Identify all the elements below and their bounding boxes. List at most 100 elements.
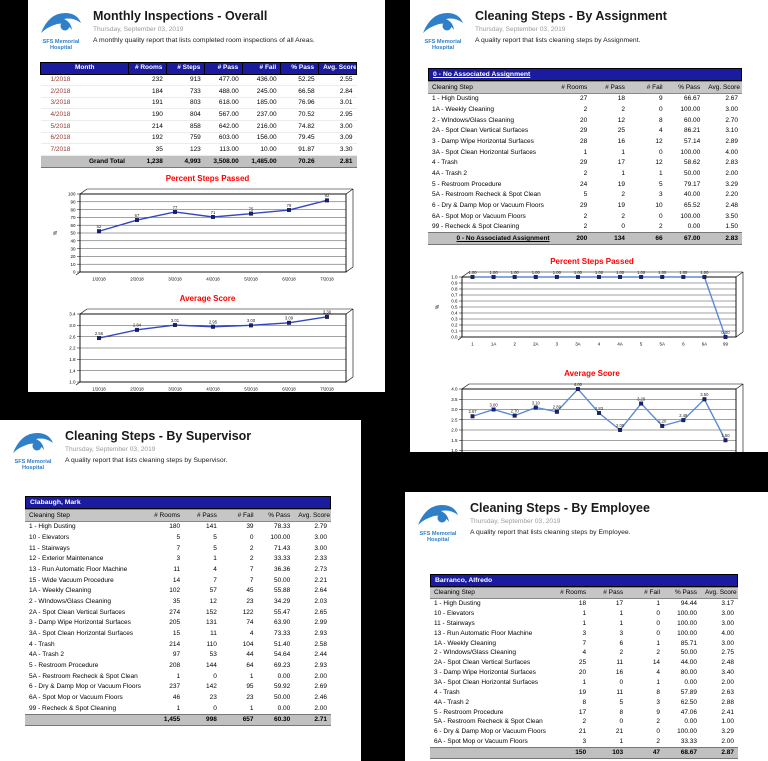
row-label-cell: 3A - Spot Clean Horizontal Surfaces <box>29 630 134 638</box>
row-label-cell: 6 - Dry & Damp Mop or Vacuum Floors <box>434 728 546 736</box>
value-cell: 1 <box>176 704 181 712</box>
svg-text:2.83: 2.83 <box>595 406 604 411</box>
value-cell: 10 <box>655 202 663 210</box>
row-label-cell: 2A - Spot Clean Vertical Surfaces <box>432 127 529 135</box>
row-label-cell: 15 - Wide Vacuum Procedure <box>29 576 114 584</box>
value-cell: 35 <box>128 143 167 157</box>
column-header: % Pass <box>257 509 295 522</box>
value-cell: 100.00 <box>680 148 701 156</box>
value-cell: 55.88 <box>273 587 291 595</box>
svg-text:3.4: 3.4 <box>69 311 76 316</box>
value-cell: 436.00 <box>242 74 281 87</box>
svg-text:5/2018: 5/2018 <box>244 386 258 391</box>
value-cell: 7 <box>249 566 254 574</box>
row-label-cell: 13 - Run Automatic Floor Machine <box>434 629 533 637</box>
value-cell: 97 <box>172 651 181 659</box>
svg-text:2.70: 2.70 <box>511 409 520 414</box>
value-cell: 123 <box>166 143 205 157</box>
value-cell: 144 <box>205 662 217 669</box>
svg-text:2.84: 2.84 <box>133 322 142 327</box>
column-header: Cleaning Step <box>428 81 554 94</box>
group-header-band: Barranco, Alfredo <box>430 573 738 588</box>
svg-text:6: 6 <box>682 342 685 347</box>
report-header: SFS Memorial Hospital Cleaning Steps - B… <box>405 492 768 544</box>
value-cell: 1 <box>656 639 661 647</box>
percent-steps-passed-chart: Percent Steps Passed 0.0 0.1 0.2 0.3 0.4 0.5 0.… <box>432 257 752 355</box>
column-header-row: Cleaning Step # Rooms # Pass # Fail% Pass Av… <box>430 587 738 600</box>
svg-text:2.67: 2.67 <box>468 409 477 414</box>
column-header: Cleaning Step <box>25 509 148 522</box>
report-header: SFS Memorial Hospital Monthly Inspection… <box>28 0 385 52</box>
column-header: Avg. Score <box>318 61 357 75</box>
svg-text:67: 67 <box>135 213 140 218</box>
value-cell: 11 <box>616 688 624 696</box>
table-row: 4/2018 190 804 567.00 237.00 70.52 2.95 <box>40 108 357 122</box>
value-cell: 237.00 <box>242 108 281 122</box>
value-cell: 57.14 <box>684 138 701 146</box>
svg-text:20: 20 <box>70 254 76 259</box>
value-cell: 2.41 <box>721 708 734 716</box>
value-cell: 3.30 <box>318 143 357 157</box>
svg-text:2.20: 2.20 <box>658 419 667 424</box>
value-cell: 0 <box>619 679 624 686</box>
value-cell: 100.00 <box>270 534 291 542</box>
value-cell: 1 <box>582 610 587 618</box>
value-cell: 23 <box>246 598 254 606</box>
value-cell: 29 <box>580 202 588 210</box>
svg-text:2.6: 2.6 <box>69 334 76 339</box>
value-cell: 2.20 <box>725 191 738 199</box>
table-row: 10 - Elevators 5 5 0 100.00 3.00 <box>25 533 331 544</box>
total-value-cell: 998 <box>184 713 221 727</box>
row-label-cell: 4 - Trash <box>29 640 55 648</box>
table-row: 6 - Dry & Damp Mop or Vacuum Floors 21 21 0… <box>430 727 738 737</box>
value-cell: 59.92 <box>273 683 291 691</box>
page-title: Cleaning Steps - By Supervisor <box>65 429 252 443</box>
column-header: # Pass <box>204 61 244 75</box>
table-row: 5 - Restroom Procedure 208 144 64 69.23 2.93 <box>25 660 331 671</box>
total-value-cell: 3,508.00 <box>204 155 243 168</box>
value-cell: 2.95 <box>318 108 357 122</box>
value-cell: 78.33 <box>273 523 291 531</box>
value-cell: 6 <box>619 639 624 647</box>
row-label-cell[interactable]: 4/2018 <box>40 108 129 122</box>
value-cell: 5 <box>619 698 624 706</box>
value-cell: 2.44 <box>314 651 327 659</box>
value-cell: 3 <box>619 629 624 637</box>
svg-text:3.01: 3.01 <box>171 318 180 323</box>
row-label-cell[interactable]: 3/2018 <box>40 97 129 110</box>
row-label-cell[interactable]: 5/2018 <box>40 120 129 133</box>
row-label-cell[interactable]: 7/2018 <box>40 143 129 157</box>
svg-text:1/2018: 1/2018 <box>92 386 106 391</box>
percent-steps-passed-plot: 0 10 20 30 40 50 60 70 80 90 100% 52 1/2018 67 2/2018 7… <box>53 188 354 281</box>
total-value-cell: 60.30 <box>257 713 295 727</box>
value-cell: 208 <box>169 662 181 669</box>
value-cell: 2.88 <box>721 698 734 706</box>
row-label-cell[interactable]: 1/2018 <box>40 74 129 87</box>
row-label-cell[interactable]: 2/2018 <box>40 85 129 98</box>
total-value-cell: 4,993 <box>166 155 205 168</box>
row-label-cell: 4A - Trash 2 <box>432 170 468 178</box>
value-cell: 2.55 <box>318 74 357 87</box>
value-cell: 62.50 <box>680 698 697 706</box>
svg-text:5/2018: 5/2018 <box>244 276 258 281</box>
svg-text:2.48: 2.48 <box>679 413 688 418</box>
row-label-cell[interactable]: 6/2018 <box>40 132 129 145</box>
report-date: Thursday, September 03, 2019 <box>475 25 566 33</box>
value-cell: 85.71 <box>680 639 697 647</box>
value-cell: 7 <box>582 639 587 647</box>
value-cell: 27 <box>580 95 588 103</box>
value-cell: 2 <box>656 718 661 726</box>
column-header: # Rooms <box>553 81 592 94</box>
row-label-cell: 2A - Spot Clean Vertical Surfaces <box>434 659 531 667</box>
table-row: 3 - Damp Wipe Horizontal Surfaces 20 16 4 80… <box>430 668 738 678</box>
value-cell: 113.00 <box>204 143 243 157</box>
svg-text:52: 52 <box>97 224 102 229</box>
value-cell: 18 <box>578 600 587 608</box>
value-cell: 2 <box>656 649 661 657</box>
svg-text:2.89: 2.89 <box>553 405 562 410</box>
table-row: 4A - Trash 2 8 5 3 62.50 2.88 <box>430 698 738 708</box>
table-row: 99 - Recheck & Spot Cleaning 2 0 2 0.00 1.50 <box>428 222 742 233</box>
svg-text:90: 90 <box>70 199 76 204</box>
row-label-cell: 11 - Stairways <box>29 544 70 552</box>
value-cell: 488.00 <box>204 85 243 98</box>
